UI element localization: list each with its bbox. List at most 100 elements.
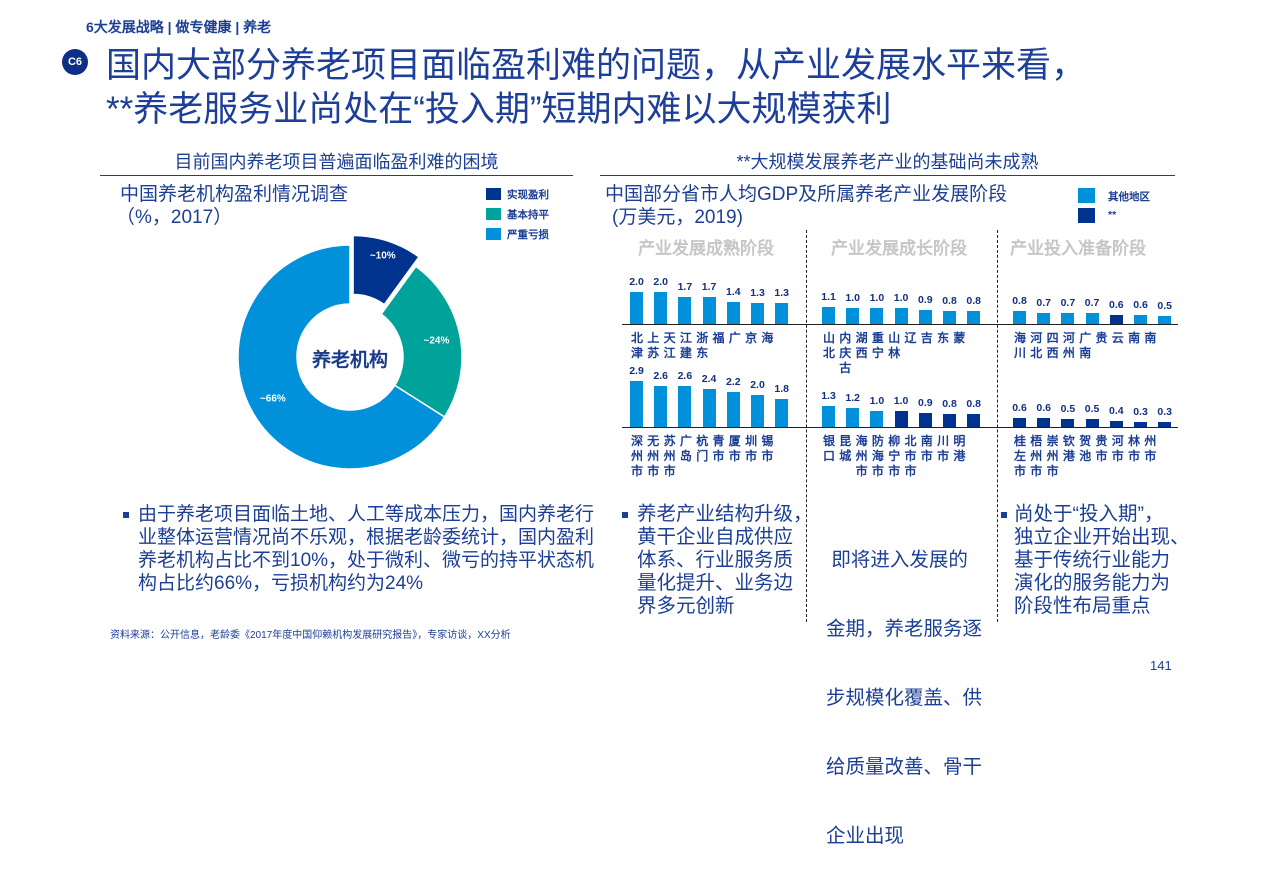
bar — [726, 301, 740, 324]
bar — [775, 303, 789, 324]
bullet-icon — [1001, 512, 1007, 518]
bar — [678, 297, 692, 324]
bar-value-label: 1.3 — [821, 390, 836, 403]
stage-divider — [997, 230, 998, 622]
bar — [1109, 314, 1123, 324]
right-section-header: **大规模发展养老产业的基础尚未成熟 — [736, 152, 1039, 172]
bar — [775, 398, 789, 427]
text-line: 阶段性布局重点 — [1014, 595, 1151, 617]
text-line: 养老机构占比不到10%，处于微利、微亏的持平状态机 — [138, 550, 595, 571]
bar — [1013, 417, 1026, 427]
text-line: 构占比约66%，亏损机构约为24% — [138, 573, 424, 594]
bar — [943, 414, 956, 427]
bar-value-label: 1.7 — [701, 281, 717, 294]
bar-value-label: 0.5 — [1084, 403, 1100, 416]
bar — [870, 411, 884, 427]
donut-slice — [352, 234, 420, 306]
stage-mature-heading: 产业发展成熟阶段 — [638, 239, 774, 258]
bar — [918, 309, 932, 324]
text-line: 给质量改善、骨干 — [826, 756, 983, 778]
legend-swatch-loss — [486, 228, 501, 240]
bar-value-label: 0.9 — [917, 396, 933, 409]
bar-value-label: 2.6 — [653, 369, 668, 382]
bar — [702, 389, 716, 427]
text-line: 企业出现 — [826, 825, 905, 847]
bar-value-label: 0.8 — [942, 295, 957, 308]
category-label-line: 山内湖重山辽吉东蒙 — [823, 331, 970, 345]
category-label-line: 州州州岛门市市市市 — [631, 449, 778, 463]
category-label-line: 桂梧崇钦贺贵河林州 — [1014, 434, 1161, 448]
donut-slice — [380, 265, 463, 419]
text-line: 业整体运营情况尚不乐观，根据老龄委统计，国内盈利 — [138, 527, 595, 548]
left-section-header: 目前国内养老项目普遍面临盈利难的困境 — [174, 152, 499, 172]
bar-value-label: 1.0 — [869, 292, 885, 305]
legend-label-highlight: ** — [1108, 209, 1117, 221]
bar — [822, 406, 835, 427]
bar-value-label: 1.0 — [869, 395, 885, 408]
bar — [1134, 314, 1147, 324]
donut-slice-label: ~66% — [259, 393, 286, 405]
bar — [870, 308, 884, 324]
legend-swatch-breakeven — [486, 208, 501, 220]
left-bullet-text: 由于养老项目面临土地、人工等成本压力，国内养老行 业整体运营情况尚不乐观，根据老… — [138, 503, 594, 595]
text-line: 界多元创新 — [637, 595, 735, 617]
bar-value-label: 0.4 — [1108, 404, 1124, 417]
bar-value-label: 0.6 — [1133, 298, 1148, 311]
page-title-line-1: 国内大部分养老项目面临盈利难的问题，从产业发展水平来看， — [106, 46, 1087, 85]
bar-value-label: 2.2 — [725, 376, 741, 389]
bar — [967, 414, 981, 427]
bar — [630, 381, 643, 427]
text-line: 尚处于“投入期”， — [1014, 503, 1164, 525]
bar — [1158, 422, 1172, 427]
category-label-line: 川北西州南 — [1014, 346, 1096, 360]
bar-value-label: 0.3 — [1157, 406, 1172, 419]
bar — [678, 385, 692, 427]
text-line: 由于养老项目面临土地、人工等成本压力，国内养老行 — [138, 504, 595, 525]
right-section-divider — [600, 175, 1175, 176]
bar — [654, 292, 668, 324]
bullet-icon — [622, 512, 628, 518]
text-line: 独立企业开始出现、 — [1014, 526, 1190, 548]
bar — [1158, 316, 1172, 324]
bar-value-label: 0.7 — [1084, 296, 1100, 309]
bar-value-label: 0.6 — [1108, 298, 1124, 311]
category-label-line: 古 — [823, 361, 856, 375]
category-label-line: 左州州港池市市市市 — [1014, 449, 1161, 463]
text-line: 步规模化覆盖、供 — [826, 687, 983, 709]
bar — [654, 385, 668, 427]
bar-value-label: 1.4 — [725, 285, 741, 298]
bar — [1037, 417, 1051, 427]
stage-growth-text: 即将进入发展的 金期，养老服务逐 步规模化覆盖、供 给质量改善、骨干 企业出现 — [826, 503, 982, 871]
category-labels: 海河四河广贵云南南 川北西州南 — [1014, 331, 1161, 361]
donut-slice-label: ~10% — [369, 250, 396, 262]
bar — [1037, 312, 1051, 324]
bar-value-label: 2.4 — [701, 373, 717, 386]
category-label-line: 北上天江浙福广京海 — [631, 331, 778, 345]
legend-label-breakeven: 基本持平 — [507, 209, 549, 221]
bar-value-label: 0.6 — [1012, 401, 1027, 414]
bar-value-label: 0.5 — [1060, 403, 1076, 416]
category-label-line: 口城州海宁市市市港 — [823, 449, 970, 463]
bar-value-label: 1.7 — [677, 281, 693, 294]
category-label-line: 津苏江建东 — [631, 346, 713, 360]
bar-value-label: 0.8 — [1012, 295, 1027, 308]
legend-swatch-highlight — [1078, 208, 1095, 223]
pie-chart-title: 中国养老机构盈利情况调查 — [120, 184, 349, 205]
bar — [1013, 311, 1026, 324]
bar-value-label: 0.9 — [917, 293, 933, 306]
page-title-line-2: **养老服务业尚处在“投入期”短期内难以大规模获利 — [106, 90, 892, 129]
category-labels: 桂梧崇钦贺贵河林州 左州州港池市市市市 市市市 — [1014, 434, 1161, 479]
bar-value-label: 0.7 — [1060, 296, 1076, 309]
bar-value-label: 2.0 — [653, 276, 668, 289]
bar-chart-subtitle: (万美元，2019) — [612, 207, 743, 228]
breadcrumb: 6大发展战略 | 做专健康 | 养老 — [86, 19, 272, 35]
page-title: 国内大部分养老项目面临盈利难的问题，从产业发展水平来看， **养老服务业尚处在“… — [106, 44, 1086, 132]
bar-chart-title: 中国部分省市人均GDP及所属养老产业发展阶段 — [605, 184, 1008, 205]
legend-label-other: 其他地区 — [1108, 191, 1150, 203]
bar-value-label: 1.3 — [774, 287, 789, 300]
category-label-line: 银昆海防柳北南川明 — [823, 434, 970, 448]
text-line: 演化的服务能力为 — [1014, 572, 1171, 594]
bar-value-label: 0.8 — [942, 398, 957, 411]
bar-value-label: 1.3 — [750, 287, 765, 300]
category-labels: 北上天江浙福广京海 津苏江建东 — [631, 331, 778, 361]
